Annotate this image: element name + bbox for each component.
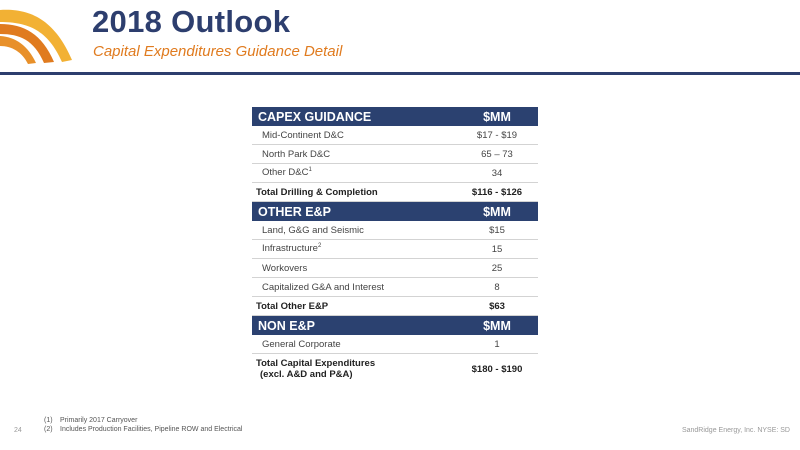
company-logo	[0, 9, 72, 64]
capex-table: CAPEX GUIDANCE $MM Mid-Continent D&C $17…	[252, 107, 538, 384]
unit-label: $MM	[456, 201, 538, 221]
grand-total-row: Total Capital Expenditures (excl. A&D an…	[252, 354, 538, 385]
footnotes: (1) Primarily 2017 Carryover (2) Includes …	[44, 416, 242, 434]
grand-total-line2: (excl. A&D and P&A)	[260, 369, 353, 380]
table-row: Infrastructure2 15	[252, 239, 538, 259]
total-label: Total Other E&P	[252, 296, 456, 316]
section-label: OTHER E&P	[252, 201, 456, 221]
row-value: 25	[456, 258, 538, 278]
footnote-item: (1) Primarily 2017 Carryover	[44, 416, 242, 425]
row-label: Land, G&G and Seismic	[252, 221, 456, 240]
row-label-cell: Other D&C1	[252, 163, 456, 183]
row-value: 8	[456, 277, 538, 297]
total-row: Total Other E&P $63	[252, 296, 538, 316]
footnote-item: (2) Includes Production Facilities, Pipel…	[44, 425, 242, 434]
row-value: $17 - $19	[456, 126, 538, 145]
row-value: 65 – 73	[456, 144, 538, 164]
total-value: $116 - $126	[456, 182, 538, 202]
footnote-text: Includes Production Facilities, Pipeline…	[60, 426, 243, 433]
footnote-ref: 2	[317, 243, 322, 250]
unit-label: $MM	[456, 315, 538, 335]
section-label: NON E&P	[252, 315, 456, 335]
page-title: 2018 Outlook	[92, 4, 291, 39]
non-ep-header: NON E&P $MM	[252, 315, 538, 335]
table-row: Workovers 25	[252, 258, 538, 278]
row-label: North Park D&C	[252, 144, 456, 164]
company-ticker: SandRidge Energy, Inc. NYSE: SD	[681, 427, 790, 434]
total-label: Total Drilling & Completion	[252, 182, 456, 202]
footnote-number: (1)	[44, 417, 53, 424]
grand-total-label: Total Capital Expenditures (excl. A&D an…	[252, 354, 456, 385]
header-divider	[0, 72, 800, 75]
row-value: 15	[456, 239, 538, 259]
grand-total-value: $180 - $190	[471, 363, 523, 375]
row-label: Workovers	[252, 258, 456, 278]
section-label: CAPEX GUIDANCE	[252, 107, 456, 126]
capex-guidance-header: CAPEX GUIDANCE $MM	[252, 107, 538, 126]
total-row: Total Drilling & Completion $116 - $126	[252, 182, 538, 202]
table-row: Other D&C1 34	[252, 163, 538, 183]
footnote-number: (2)	[44, 426, 53, 433]
table-row: Capitalized G&A and Interest 8	[252, 277, 538, 297]
row-value: 34	[456, 163, 538, 183]
page-number: 24	[14, 427, 22, 434]
unit-label: $MM	[456, 107, 538, 126]
row-label: Other D&C	[262, 167, 309, 179]
row-label: Capitalized G&A and Interest	[252, 277, 456, 297]
row-label: Infrastructure	[262, 243, 318, 255]
total-value: $63	[456, 296, 538, 316]
footnote-ref: 1	[308, 167, 312, 174]
row-label: General Corporate	[252, 335, 456, 354]
other-ep-header: OTHER E&P $MM	[252, 201, 538, 221]
row-label-cell: Infrastructure2	[252, 239, 456, 259]
footnote-text: Primarily 2017 Carryover	[60, 417, 138, 424]
row-value: 1	[456, 335, 538, 354]
page-subtitle: Capital Expenditures Guidance Detail	[93, 43, 343, 60]
table-row: General Corporate 1	[252, 335, 538, 354]
table-row: North Park D&C 65 – 73	[252, 144, 538, 164]
grand-total-line1: Total Capital Expenditures	[256, 358, 376, 369]
row-value: $15	[456, 221, 538, 240]
table-row: Mid-Continent D&C $17 - $19	[252, 126, 538, 145]
row-label: Mid-Continent D&C	[252, 126, 456, 145]
table-row: Land, G&G and Seismic $15	[252, 221, 538, 240]
